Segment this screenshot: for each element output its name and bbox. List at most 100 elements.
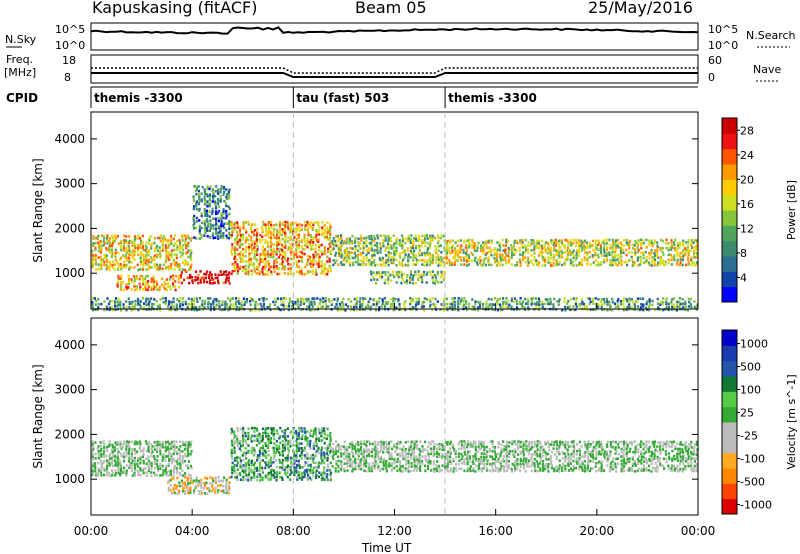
velocity-cell bbox=[119, 473, 122, 477]
power-cell bbox=[630, 255, 633, 259]
power-cell bbox=[427, 247, 430, 250]
power-cell bbox=[696, 254, 699, 257]
power-cell bbox=[191, 279, 194, 282]
power-cell bbox=[215, 303, 218, 307]
power-cell bbox=[123, 263, 126, 267]
power-cell bbox=[238, 302, 241, 305]
power-cell bbox=[128, 239, 131, 243]
velocity-cell bbox=[309, 454, 313, 457]
velocity-cell bbox=[258, 432, 261, 436]
power-cell bbox=[286, 221, 289, 224]
velocity-cell bbox=[273, 442, 276, 445]
power-cell bbox=[569, 308, 572, 312]
power-cell bbox=[552, 258, 555, 261]
power-cell bbox=[679, 251, 682, 255]
power-cell bbox=[661, 250, 664, 254]
power-cell bbox=[389, 236, 392, 240]
power-cell bbox=[267, 259, 270, 263]
power-cell bbox=[527, 261, 530, 264]
power-cell bbox=[108, 239, 111, 243]
velocity-cell bbox=[114, 443, 118, 446]
velocity-cell bbox=[267, 449, 270, 452]
power-cell bbox=[519, 264, 522, 267]
power-cell bbox=[320, 260, 323, 263]
velocity-cell bbox=[125, 447, 128, 451]
power-cell bbox=[676, 303, 679, 306]
velocity-cell bbox=[311, 469, 315, 472]
power-cell bbox=[653, 251, 656, 255]
velocity-cell bbox=[242, 464, 245, 467]
power-cell bbox=[278, 223, 281, 227]
power-cell bbox=[295, 241, 298, 244]
power-cell bbox=[525, 302, 528, 305]
velocity-cell bbox=[239, 464, 242, 468]
power-cell bbox=[659, 308, 662, 311]
power-cell bbox=[211, 207, 214, 211]
power-cell bbox=[665, 300, 668, 304]
power-cell bbox=[324, 302, 327, 306]
velocity-cell bbox=[167, 486, 171, 490]
power-cell bbox=[384, 249, 387, 252]
power-cell bbox=[298, 240, 301, 243]
power-cell bbox=[429, 300, 432, 303]
power-cell bbox=[233, 251, 237, 254]
power-cell bbox=[451, 297, 454, 300]
velocity-cell bbox=[401, 450, 404, 454]
power-cell bbox=[195, 306, 198, 309]
velocity-cell bbox=[382, 450, 385, 454]
power-cell bbox=[109, 300, 112, 303]
power-cell bbox=[656, 246, 659, 249]
power-cell bbox=[693, 249, 696, 253]
power-cell bbox=[260, 305, 263, 308]
power-cell bbox=[456, 244, 459, 248]
velocity-cell bbox=[360, 464, 363, 468]
power-cell bbox=[250, 263, 253, 266]
power-cell bbox=[153, 298, 156, 301]
velocity-cell bbox=[418, 455, 421, 459]
power-cell bbox=[179, 297, 182, 300]
power-cell bbox=[332, 259, 335, 262]
power-cell bbox=[465, 300, 468, 303]
power-cell bbox=[555, 253, 559, 256]
power-cell bbox=[622, 248, 625, 252]
power-cell bbox=[625, 238, 628, 242]
power-cell bbox=[628, 303, 631, 306]
power-cell bbox=[616, 244, 619, 248]
velocity-cell bbox=[286, 454, 289, 457]
power-cell bbox=[515, 299, 518, 303]
power-cell bbox=[120, 285, 123, 288]
power-cell bbox=[365, 249, 369, 252]
velocity-cell bbox=[351, 447, 354, 451]
power-cell bbox=[625, 253, 628, 257]
velocity-cell bbox=[415, 465, 418, 468]
velocity-cell bbox=[450, 462, 453, 465]
velocity-cell bbox=[495, 466, 498, 470]
velocity-cell bbox=[136, 462, 139, 466]
velocity-cell bbox=[287, 440, 290, 443]
velocity-cell bbox=[429, 452, 433, 456]
power-cell bbox=[367, 305, 370, 309]
power-cell bbox=[622, 302, 625, 306]
power-cell bbox=[280, 233, 283, 237]
velocity-cell bbox=[233, 430, 236, 433]
power-cell bbox=[144, 254, 148, 257]
power-cell bbox=[547, 243, 550, 247]
power-cell bbox=[139, 258, 142, 262]
velocity-cell bbox=[323, 468, 326, 472]
velocity-cell bbox=[453, 450, 456, 453]
power-cell bbox=[544, 260, 547, 264]
power-cell bbox=[152, 302, 156, 306]
power-cell bbox=[224, 281, 227, 284]
power-cell bbox=[97, 246, 101, 249]
velocity-cell bbox=[281, 454, 284, 457]
power-cell bbox=[182, 243, 185, 247]
power-cell bbox=[368, 237, 371, 241]
velocity-cell bbox=[127, 449, 131, 453]
power-cell bbox=[298, 223, 301, 226]
power-cell bbox=[432, 281, 435, 285]
power-cell bbox=[409, 239, 412, 243]
power-cell bbox=[186, 263, 189, 266]
power-cell bbox=[588, 250, 591, 254]
velocity-cell bbox=[279, 426, 282, 430]
power-cell bbox=[255, 265, 258, 269]
